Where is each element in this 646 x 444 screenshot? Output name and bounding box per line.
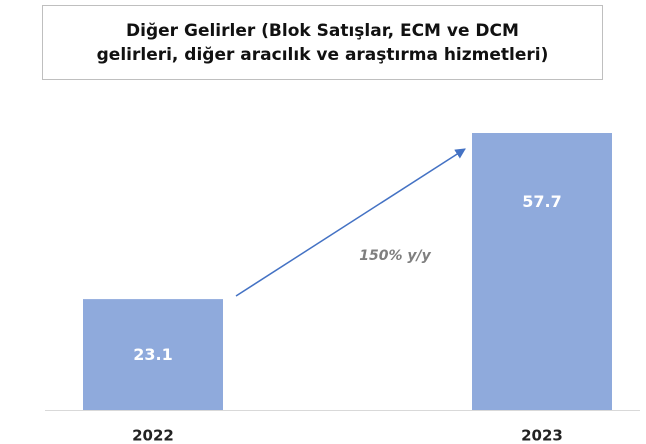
chart-title: Diğer Gelirler (Blok Satışlar, ECM ve DC… (42, 5, 603, 80)
growth-arrow (235, 148, 466, 297)
data-label: 57.7 (522, 192, 561, 211)
annotation: 150% y/y (359, 248, 431, 264)
x-tick-label: 2023 (521, 427, 563, 444)
x-tick-label: 2022 (132, 427, 174, 444)
bar (83, 299, 223, 410)
bar (472, 133, 612, 410)
data-label: 23.1 (133, 345, 172, 364)
